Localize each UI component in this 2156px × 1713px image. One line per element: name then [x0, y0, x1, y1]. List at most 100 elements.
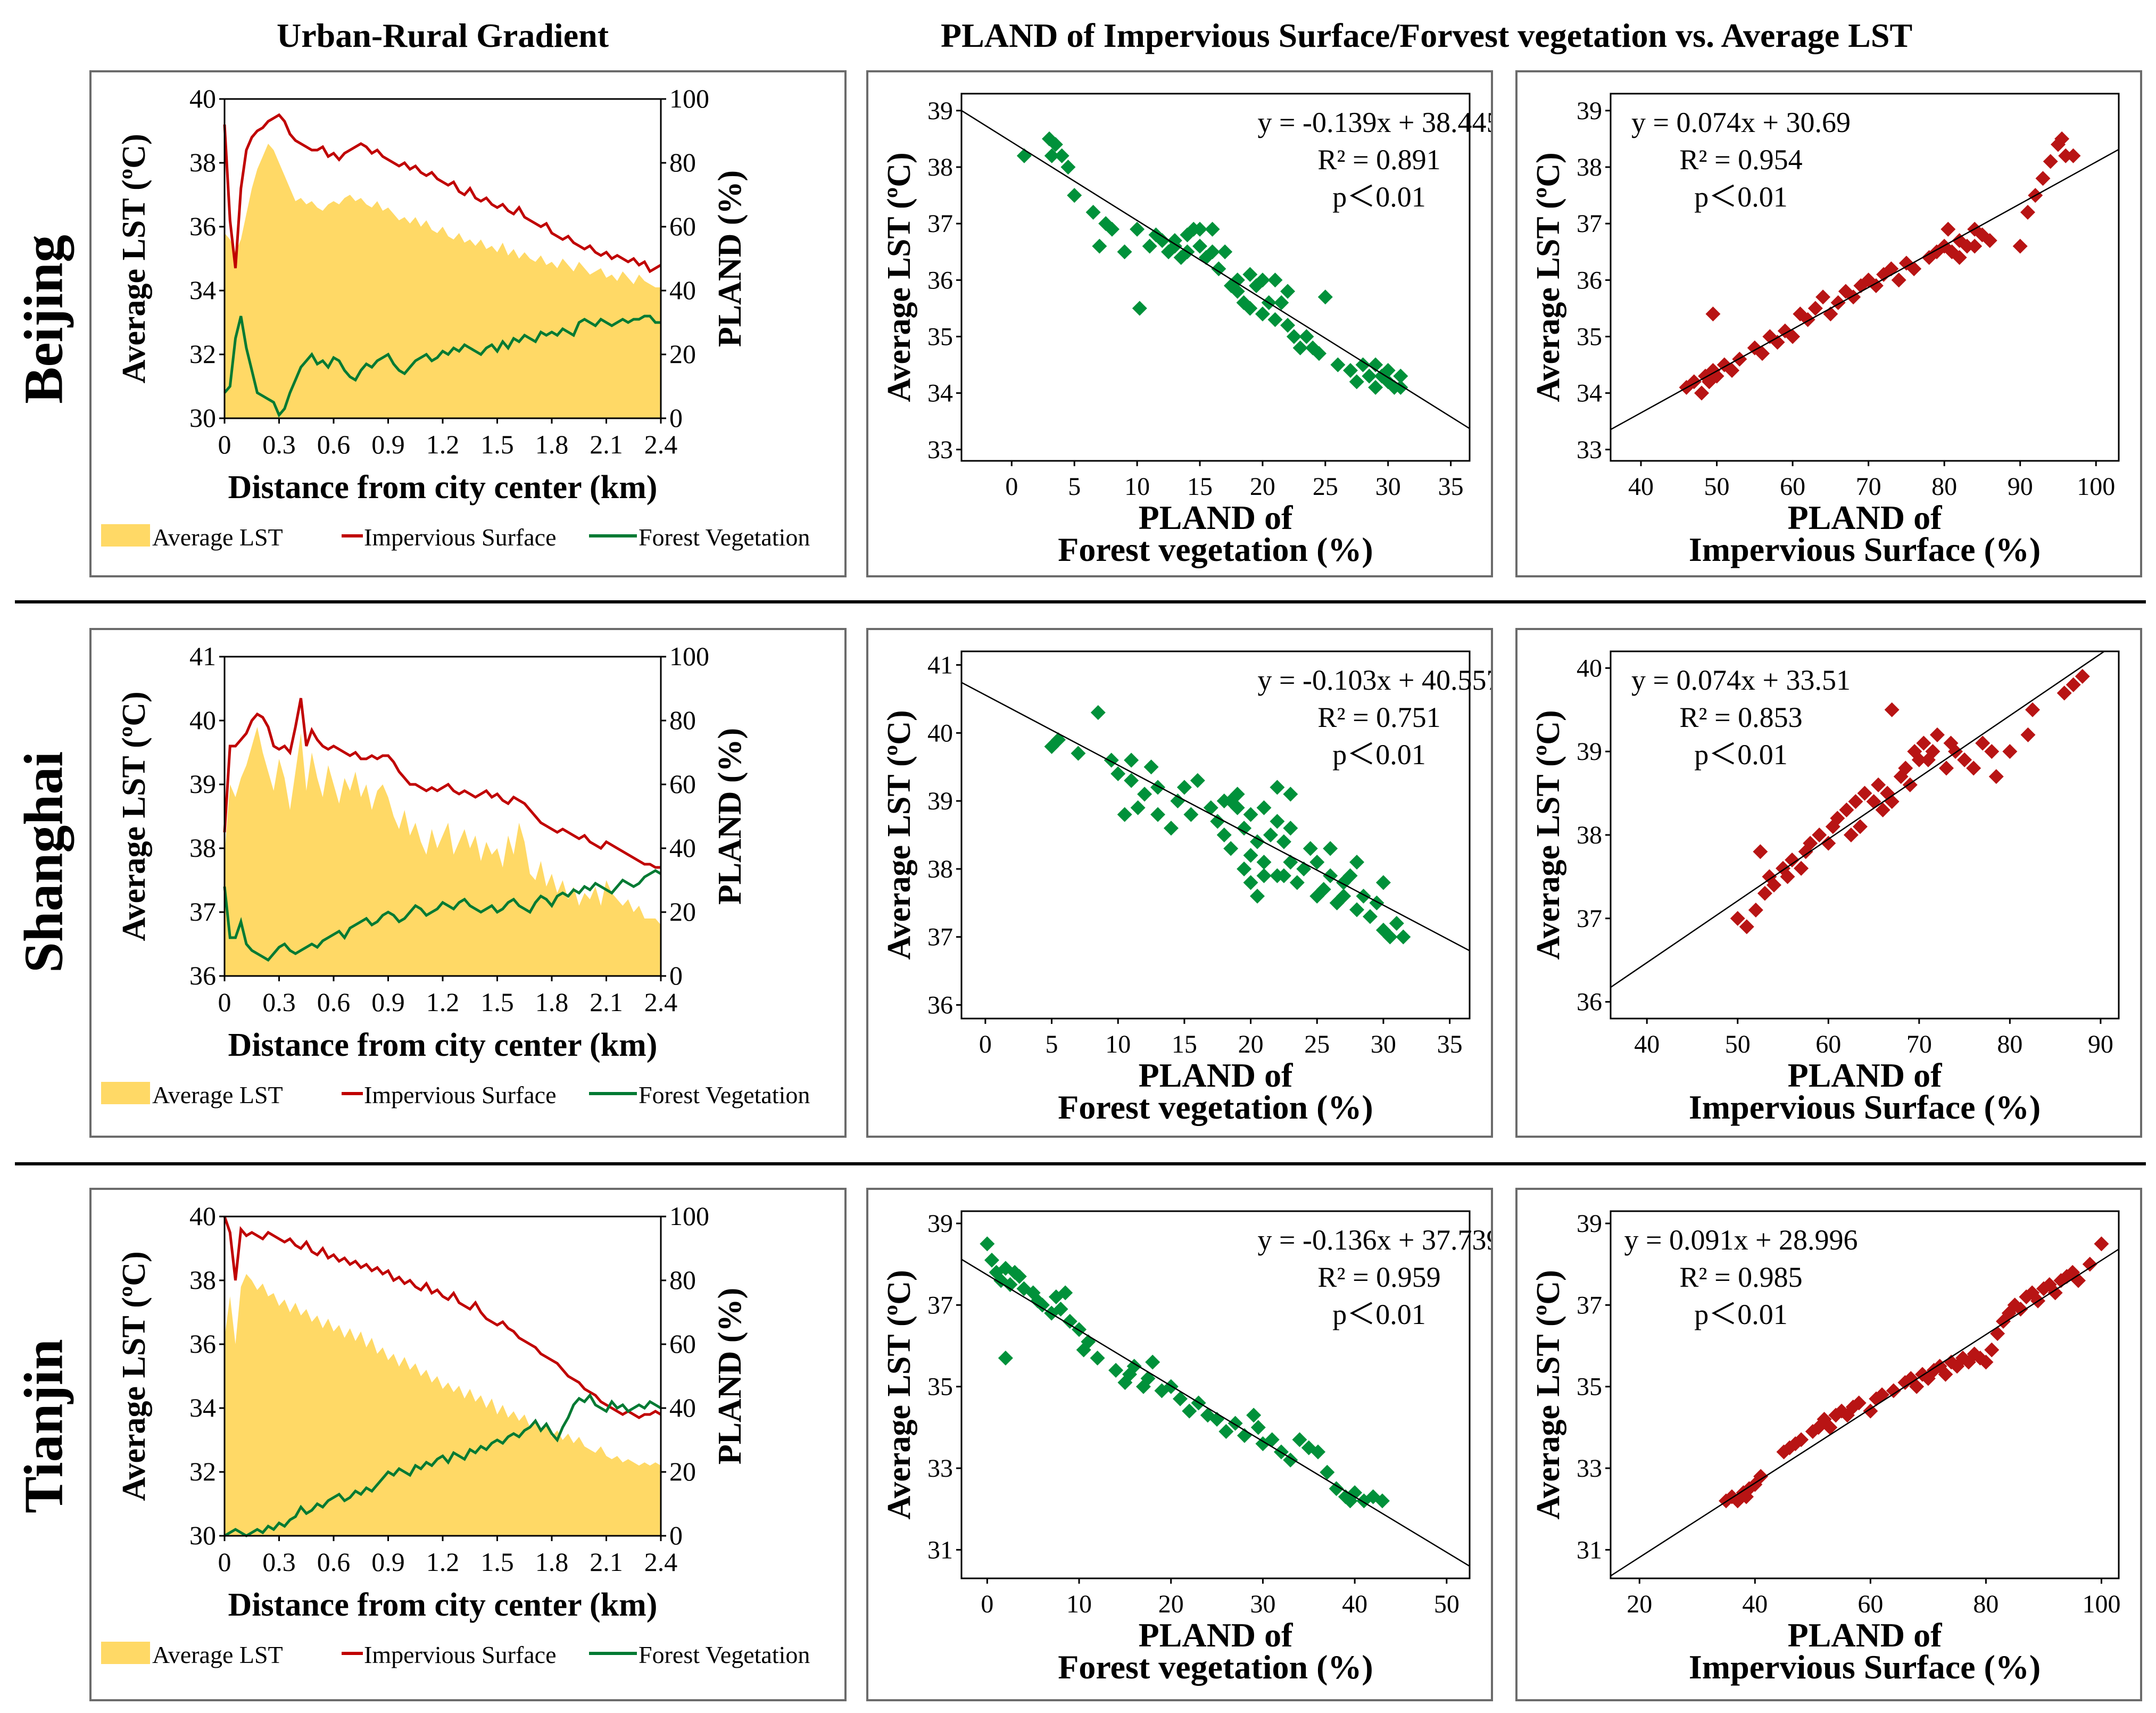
legend-label-forest: Forest Vegetation — [638, 1641, 810, 1668]
data-point — [1090, 705, 1106, 720]
x-tick-label: 0.3 — [262, 987, 296, 1017]
data-point — [2047, 1285, 2063, 1301]
data-point — [1150, 807, 1166, 822]
fit-line — [1611, 1248, 2119, 1577]
x-axis-label-line1: PLAND of — [1788, 1616, 1942, 1654]
y-tick-label-left: 38 — [189, 833, 216, 863]
data-point — [1396, 929, 1411, 945]
x-tick-label: 0.6 — [317, 1547, 351, 1577]
data-point — [1920, 1371, 1936, 1386]
y-tick-label: 39 — [1577, 97, 1602, 125]
data-point — [1092, 238, 1107, 254]
gradient-chart-beijing: 30 32 34 36 38 40 0 20 40 60 80 100 0 0.3 0.6 0.9 1.2 1.5… — [101, 84, 810, 551]
y-tick-label-left: 36 — [189, 961, 216, 990]
x-tick-label: 0 — [218, 429, 231, 459]
data-point — [1955, 1351, 1970, 1366]
data-point — [1776, 1444, 1792, 1460]
data-point — [1280, 318, 1296, 333]
regression-r-squared: R² = 0.959 — [1317, 1261, 1440, 1293]
data-point — [1907, 744, 1922, 759]
data-point — [1256, 868, 1272, 883]
data-point — [1242, 267, 1258, 282]
data-point — [1283, 821, 1298, 836]
x-tick-label: 0 — [218, 987, 231, 1017]
x-tick-label: 0 — [981, 1590, 993, 1618]
y-tick-label: 40 — [1577, 654, 1602, 682]
data-point — [2020, 204, 2035, 220]
marker-group — [961, 1236, 1470, 1567]
data-point — [1060, 160, 1076, 175]
data-point — [1766, 878, 1781, 893]
data-point — [1349, 855, 1365, 870]
data-point — [1730, 911, 1745, 926]
fit-line — [1611, 651, 2106, 988]
data-point — [1250, 1420, 1266, 1435]
data-point — [1058, 1285, 1073, 1301]
data-point — [1276, 834, 1291, 849]
data-point — [1938, 760, 1954, 776]
data-point — [2075, 669, 2090, 684]
y-tick-label: 33 — [1577, 1454, 1602, 1483]
gradient-chart-tianjin: 30 32 34 36 38 40 0 20 40 60 80 100 0 0.3 0.6 0.9 1.2 1.5… — [101, 1201, 810, 1668]
data-point — [1323, 868, 1338, 883]
data-point — [1085, 204, 1101, 220]
data-point — [1117, 807, 1132, 822]
data-point — [1276, 868, 1291, 883]
x-tick-label: 15 — [1187, 473, 1213, 501]
data-point — [2012, 238, 2028, 254]
data-point — [1243, 807, 1258, 822]
data-point — [1794, 1432, 1809, 1447]
y-tick-label-left: 40 — [189, 705, 216, 735]
lst-area — [225, 1274, 661, 1536]
data-point — [1330, 357, 1346, 373]
data-point — [1104, 221, 1120, 237]
impervious-scatter-panel-beijing: 33 34 35 36 37 38 39 40 50 60 70 80 90 100 PLAND of Imp… — [1515, 70, 2142, 577]
x-tick-label: 30 — [1371, 1030, 1396, 1058]
x-tick-label: 20 — [1250, 473, 1275, 501]
x-tick-label: 1.5 — [480, 429, 514, 459]
x-axis-label: Distance from city center (km) — [228, 1587, 658, 1623]
city-label-tianjin: Tianjin — [13, 1339, 74, 1513]
gradient-panel-shanghai: 36 37 38 39 40 41 0 20 40 60 80 100 0 0.3 0.6 0.9 1.2 1.5… — [89, 628, 847, 1138]
data-point — [1163, 821, 1179, 836]
data-point — [2020, 727, 2036, 742]
data-point — [1982, 233, 1997, 248]
data-point — [1071, 746, 1086, 761]
gradient-chart-shanghai: 36 37 38 39 40 41 0 20 40 60 80 100 0 0.3 0.6 0.9 1.2 1.5… — [101, 641, 810, 1108]
data-point — [1839, 802, 1854, 817]
y-tick-label-right: 60 — [669, 1329, 696, 1359]
data-point — [1124, 752, 1139, 768]
regression-p-value: p＜0.01 — [1332, 739, 1426, 771]
data-point — [1368, 357, 1383, 373]
data-point — [1283, 855, 1298, 870]
impervious-scatter-tianjin: 31 33 35 37 39 20 40 60 80 100 PLAND ofImpervious … — [1530, 1210, 2120, 1686]
data-point — [1811, 1420, 1826, 1435]
legend-swatch-lst — [101, 1642, 150, 1664]
regression-r-squared: R² = 0.985 — [1679, 1261, 1802, 1293]
data-point — [1230, 272, 1245, 288]
y-axis-label: Average LST (ºC) — [881, 1270, 917, 1519]
data-point — [1349, 902, 1365, 917]
data-point — [1140, 1371, 1156, 1386]
x-tick-label: 1.8 — [535, 429, 569, 459]
data-point — [1342, 363, 1358, 378]
data-point — [1374, 1493, 1390, 1509]
y-tick-label: 39 — [927, 1210, 953, 1238]
data-point — [1984, 1342, 2000, 1358]
regression-equation: y = -0.103x + 40.557 — [1258, 664, 1491, 696]
data-point — [1150, 780, 1166, 795]
data-point — [1311, 1444, 1326, 1460]
regression-r-squared: R² = 0.954 — [1679, 144, 1802, 176]
data-point — [2094, 1236, 2109, 1252]
data-point — [1724, 363, 1740, 378]
data-point — [1871, 777, 1886, 792]
data-point — [1142, 238, 1157, 254]
regression-p-value: p＜0.01 — [1332, 1298, 1426, 1330]
y-tick-label: 35 — [1577, 322, 1602, 351]
data-point — [1236, 295, 1251, 310]
data-point — [1062, 1314, 1077, 1329]
y-tick-label: 35 — [1577, 1373, 1602, 1401]
data-point — [1753, 1469, 1769, 1484]
y-tick-label: 34 — [927, 379, 953, 408]
